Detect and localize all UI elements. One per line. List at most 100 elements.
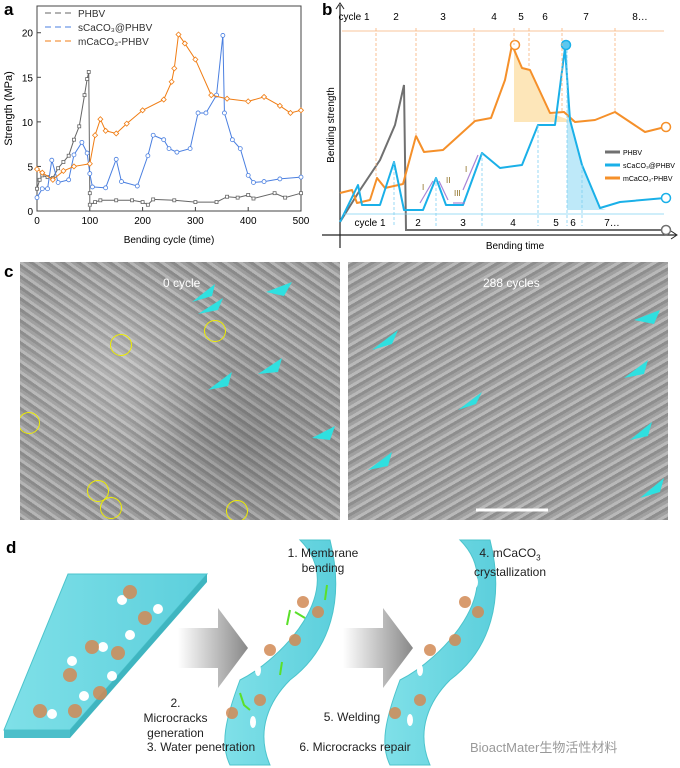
phbv-point [86, 70, 91, 74]
legend-label: mCaCO₃-PHBV [623, 176, 673, 183]
bottom-cycle-label: 6 [570, 218, 576, 229]
x-tick-label: 100 [81, 216, 98, 227]
mcaco3-point [123, 120, 130, 127]
scaco3-point [145, 153, 151, 159]
pores [47, 576, 478, 728]
plot-frame [36, 5, 302, 212]
mcaco3-point [224, 95, 231, 102]
x-tick-label: 300 [187, 216, 204, 227]
scaco3-point [203, 110, 209, 116]
x-tick-label: 200 [134, 216, 151, 227]
step-2-label: 2. Microcracks generation [143, 696, 208, 740]
phbv-point [246, 193, 251, 197]
x-tick-label: 400 [240, 216, 257, 227]
mcaco3-point [160, 96, 167, 103]
phbv-point [272, 191, 277, 196]
panel-label-a: a [4, 0, 14, 19]
bottom-cycle-label: cycle 1 [354, 218, 386, 229]
phbv-point [299, 191, 303, 196]
scaco3-point [39, 186, 45, 192]
step-4-text: 4. mCaCO [479, 546, 537, 560]
micrograph-288-cycles: 288 cycles [348, 262, 668, 520]
bottom-cycle-label: 7… [604, 218, 620, 229]
crack-arrows [192, 282, 335, 440]
micrograph-label-left: 0 cycle [163, 276, 201, 290]
mcaco3-point [113, 130, 120, 137]
scaco3-point [298, 174, 304, 180]
x-axis-label: Bending time [486, 241, 545, 252]
phbv-point [56, 166, 61, 171]
panel-label-d: d [6, 538, 17, 557]
bottom-cycle-label: 4 [510, 218, 516, 229]
mcaco3-point [39, 169, 46, 176]
scaco3-point [34, 195, 40, 201]
scaco3-point [55, 180, 61, 185]
scaco3-point [113, 156, 119, 162]
crystal-circle [204, 320, 226, 342]
mcaco3-point [171, 65, 178, 72]
bent-membrane-cracked [224, 539, 337, 766]
phbv-point [77, 124, 82, 129]
micrograph-0-cycle: 0 cycle [20, 262, 340, 520]
phbv-point [283, 195, 288, 200]
phbv-point [87, 202, 92, 207]
top-cycle-label: 7 [583, 12, 589, 23]
chart-a: 0 100 200 300 400 500 0 5 10 15 20 Bending cycle (t… [3, 5, 310, 246]
scaco3-point [119, 179, 124, 184]
mcaco3-point [181, 40, 188, 47]
scaco3-point [277, 176, 283, 182]
legend-label-mcaco3: mCaCO₃-PHBV [78, 37, 149, 48]
panel-label-b: b [322, 0, 333, 19]
legend-label-scaco3: sCaCO₃@PHBV [78, 23, 153, 34]
mcaco3-point [287, 109, 294, 117]
mcaco3-point [49, 176, 56, 183]
mcaco3-point [92, 132, 99, 139]
scaco3-point [174, 149, 180, 155]
y-axis-label: Bending strength [326, 87, 337, 163]
top-cycle-label: 4 [491, 12, 497, 23]
step-6-label: 6. Microcracks repair [299, 740, 411, 754]
step-4-label: 4. mCaCO3 crystallization [450, 546, 570, 580]
bottom-cycle-label: 2 [415, 218, 421, 229]
x-tick-label: 0 [34, 216, 40, 227]
scaco3-line [36, 35, 302, 198]
x-tick-label: 500 [293, 216, 310, 227]
legend-label: sCaCO₃@PHBV [623, 163, 675, 170]
step-1-label: 1. Membrane bending [287, 546, 359, 575]
self-healing-diagram [3, 539, 497, 766]
bottom-cycle-label: 3 [460, 218, 466, 229]
crystal-circle [110, 334, 132, 356]
crack-arrows [368, 310, 664, 512]
crystal-circle [226, 500, 248, 520]
mcaco3-point [70, 163, 78, 170]
mcaco3-point [33, 166, 41, 173]
scaco3-point [237, 146, 243, 152]
mcaco3-point [168, 78, 175, 85]
phbv-point [130, 198, 134, 203]
crystal-circle [100, 497, 122, 519]
scaco3-point [187, 146, 193, 152]
scaco3-point [222, 110, 227, 116]
scaco3-point [134, 183, 140, 189]
scaco3-point [66, 177, 72, 183]
mcaco3-point [192, 56, 199, 63]
micrograph-label-right: 288 cycles [483, 276, 540, 290]
top-cycle-label: 3 [440, 12, 446, 23]
mcaco3-curve [339, 44, 666, 204]
scaco3-point [150, 132, 156, 138]
scaco3-point [220, 33, 226, 38]
mcaco3-point [86, 160, 93, 167]
mcaco3-point [297, 107, 305, 114]
scaco3-point [87, 171, 93, 176]
step-4-subscript: 3 [536, 553, 541, 563]
phbv-point [251, 196, 256, 201]
panel-label-c: c [4, 262, 14, 281]
top-cycle-label: 2 [393, 12, 399, 23]
peak-marker-blue [560, 39, 572, 51]
process-arrow-1 [178, 608, 248, 688]
phbv-point [66, 153, 71, 158]
particles [33, 585, 484, 719]
y-tick-label: 0 [27, 207, 33, 218]
phbv-point [37, 177, 42, 182]
